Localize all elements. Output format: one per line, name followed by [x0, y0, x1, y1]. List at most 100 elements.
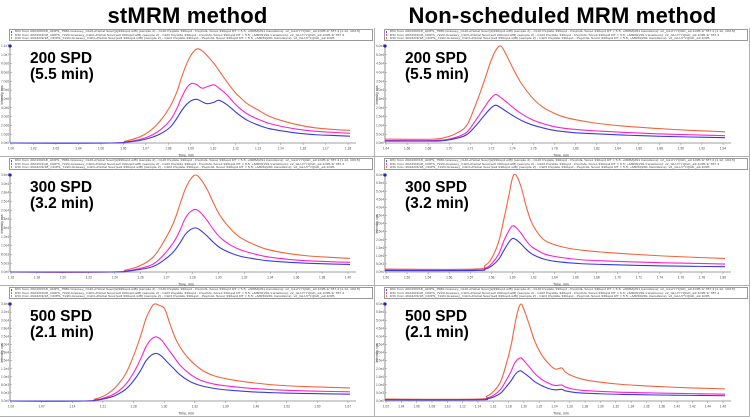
svg-text:1.78: 1.78 [551, 147, 557, 151]
svg-text:1.76: 1.76 [678, 276, 684, 280]
svg-text:1.0e4: 1.0e4 [376, 254, 384, 258]
svg-text:6.0e4: 6.0e4 [376, 44, 384, 48]
svg-text:2.8e4: 2.8e4 [1, 191, 9, 195]
svg-text:1.70: 1.70 [446, 147, 452, 151]
svg-text:1.20: 1.20 [521, 405, 527, 409]
svg-text:1.58: 1.58 [488, 276, 494, 280]
svg-text:1.17: 1.17 [322, 147, 328, 151]
svg-text:1.76: 1.76 [530, 147, 536, 151]
svg-text:7.0e6: 7.0e6 [1, 79, 9, 83]
svg-text:1.16: 1.16 [8, 276, 14, 280]
svg-text:0.0e0: 0.0e0 [376, 399, 384, 403]
svg-text:1.22: 1.22 [536, 405, 542, 409]
svg-text:1.08: 1.08 [429, 405, 435, 409]
svg-text:1.28: 1.28 [189, 276, 195, 280]
svg-text:1.06: 1.06 [120, 147, 126, 151]
svg-text:0.0e0: 0.0e0 [376, 141, 384, 145]
svg-text:Time, min: Time, min [178, 412, 194, 416]
svg-text:1.24: 1.24 [551, 405, 557, 409]
svg-text:8.0e6: 8.0e6 [1, 71, 9, 75]
svg-text:1.14: 1.14 [277, 147, 283, 151]
svg-text:4.5e4: 4.5e4 [376, 62, 384, 66]
svg-text:1.39: 1.39 [222, 405, 228, 409]
svg-text:1.1e7: 1.1e7 [1, 44, 9, 48]
svg-text:1.02: 1.02 [30, 147, 36, 151]
svg-text:0.0e0: 0.0e0 [1, 141, 9, 145]
svg-text:1.86: 1.86 [636, 147, 642, 151]
svg-text:1.08: 1.08 [165, 147, 171, 151]
svg-text:1.56: 1.56 [446, 276, 452, 280]
svg-text:1.06: 1.06 [413, 405, 419, 409]
svg-text:1.14: 1.14 [69, 405, 75, 409]
svg-text:5.0e4: 5.0e4 [376, 318, 384, 322]
svg-text:1.2e4: 1.2e4 [1, 235, 9, 239]
svg-text:3.0e6: 3.0e6 [1, 115, 9, 119]
svg-text:1.74: 1.74 [657, 276, 663, 280]
svg-text:4.0e4: 4.0e4 [376, 334, 384, 338]
svg-text:8.0e3: 8.0e3 [1, 253, 9, 257]
svg-text:1.46: 1.46 [720, 405, 726, 409]
svg-text:1.10: 1.10 [444, 405, 450, 409]
svg-text:1.30: 1.30 [597, 405, 603, 409]
svg-text:5.0e3: 5.0e3 [1, 391, 9, 395]
svg-text:1.04: 1.04 [75, 147, 81, 151]
svg-text:1.32: 1.32 [613, 405, 619, 409]
svg-text:3.2e4: 3.2e4 [1, 310, 9, 314]
svg-text:1.40: 1.40 [345, 276, 351, 280]
svg-text:1.34: 1.34 [628, 405, 634, 409]
svg-text:1.0e4: 1.0e4 [376, 124, 384, 128]
svg-text:1.68: 1.68 [593, 276, 599, 280]
svg-text:3.5e4: 3.5e4 [1, 173, 9, 177]
svg-text:4.0e4: 4.0e4 [376, 71, 384, 75]
svg-text:1.18: 1.18 [505, 405, 511, 409]
svg-text:Intensity, cps: Intensity, cps [375, 343, 379, 362]
svg-text:2.5e4: 2.5e4 [1, 200, 9, 204]
svg-text:1.0e7: 1.0e7 [1, 53, 9, 57]
svg-text:1.5e4: 1.5e4 [376, 115, 384, 119]
svg-text:1.34: 1.34 [267, 276, 273, 280]
svg-text:1.66: 1.66 [404, 147, 410, 151]
svg-text:1.50: 1.50 [383, 276, 389, 280]
svg-text:1.46: 1.46 [253, 405, 259, 409]
svg-text:1.80: 1.80 [720, 276, 726, 280]
svg-text:1.0e4: 1.0e4 [1, 244, 9, 248]
svg-text:1.71: 1.71 [467, 147, 473, 151]
svg-text:1.64: 1.64 [551, 276, 557, 280]
svg-text:6.0e4: 6.0e4 [376, 302, 384, 306]
svg-text:1.09: 1.09 [188, 147, 194, 151]
svg-text:0.0e0: 0.0e0 [1, 270, 9, 274]
svg-text:1.26: 1.26 [567, 405, 573, 409]
svg-text:3.5e4: 3.5e4 [1, 302, 9, 306]
svg-text:1.44: 1.44 [705, 405, 711, 409]
svg-text:4.0e4: 4.0e4 [376, 205, 384, 209]
svg-text:1.00: 1.00 [8, 147, 14, 151]
svg-text:5.0e3: 5.0e3 [376, 391, 384, 395]
svg-text:9.0e6: 9.0e6 [1, 62, 9, 66]
svg-text:1.32: 1.32 [241, 276, 247, 280]
svg-text:Intensity, cps: Intensity, cps [375, 85, 379, 104]
svg-text:1.24: 1.24 [112, 276, 118, 280]
svg-text:1.40: 1.40 [674, 405, 680, 409]
svg-text:5.0e4: 5.0e4 [376, 189, 384, 193]
svg-text:1.36: 1.36 [293, 276, 299, 280]
svg-text:1.60: 1.60 [509, 276, 515, 280]
svg-text:2.8e4: 2.8e4 [1, 326, 9, 330]
svg-text:2.5e4: 2.5e4 [1, 334, 9, 338]
svg-text:1.32: 1.32 [192, 405, 198, 409]
svg-text:1.03: 1.03 [53, 147, 59, 151]
svg-text:2.0e4: 2.0e4 [1, 208, 9, 212]
svg-text:1.27: 1.27 [163, 276, 169, 280]
svg-text:1.52: 1.52 [404, 276, 410, 280]
svg-text:1.26: 1.26 [137, 276, 143, 280]
svg-text:1.30: 1.30 [215, 276, 221, 280]
svg-text:Intensity, cps: Intensity, cps [0, 85, 4, 104]
svg-text:1.04: 1.04 [398, 405, 404, 409]
svg-text:1.42: 1.42 [689, 405, 695, 409]
svg-text:1.21: 1.21 [100, 405, 106, 409]
svg-text:1.80: 1.80 [572, 147, 578, 151]
svg-text:1.72: 1.72 [488, 147, 494, 151]
svg-text:1.64: 1.64 [383, 147, 389, 151]
svg-text:3.0e4: 3.0e4 [1, 318, 9, 322]
svg-text:1.13: 1.13 [255, 147, 261, 151]
svg-text:5.0e3: 5.0e3 [1, 261, 9, 265]
